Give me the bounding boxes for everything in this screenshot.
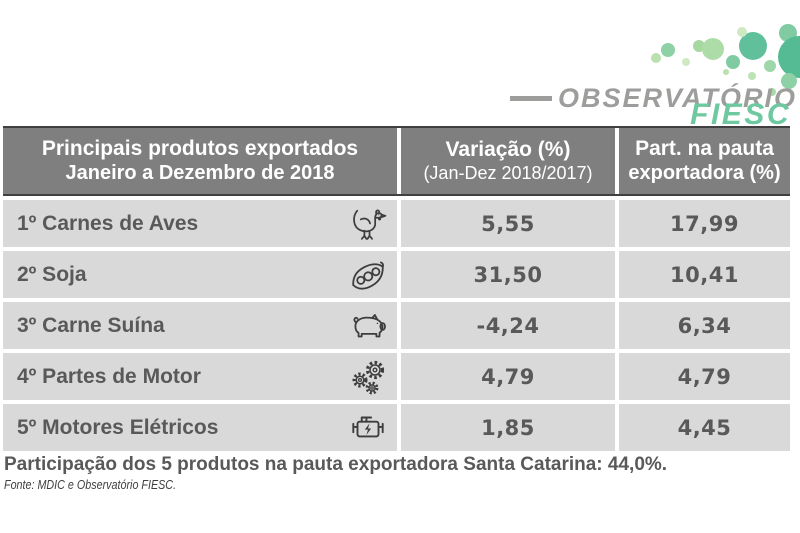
source-text: Fonte: MDIC e Observatório FIESC. <box>4 478 177 492</box>
product-label: 1º Carnes de Aves <box>17 211 199 235</box>
variation-cell: 1,85 <box>401 404 615 451</box>
table-row: 4º Partes de Motor <box>3 353 790 400</box>
share-cell: 10,41 <box>619 251 790 298</box>
electric-motor-icon <box>347 407 389 449</box>
logo-observatorio-text: OBSERVATÓRIO <box>557 83 797 113</box>
header-products-line1: Principais produtos exportados <box>41 136 359 160</box>
product-cell: 2º Soja <box>3 251 397 298</box>
variation-cell: 4,79 <box>401 353 615 400</box>
table-row: 2º Soja 31,50 <box>3 251 790 298</box>
product-cell: 5º Motores Elétricos <box>3 404 397 451</box>
header-share-line2: exportadora (%) <box>628 161 781 184</box>
product-label: 2º Soja <box>17 262 87 286</box>
variation-cell: 31,50 <box>401 251 615 298</box>
product-label: 3º Carne Suína <box>17 313 165 337</box>
soybean-icon <box>347 254 389 296</box>
header-variation-line2: (Jan-Dez 2018/2017) <box>423 162 593 183</box>
variation-cell: -4,24 <box>401 302 615 349</box>
product-cell: 3º Carne Suína <box>3 302 397 349</box>
table-row: 1º Carnes de Aves <box>3 200 790 247</box>
variation-cell: 5,55 <box>401 200 615 247</box>
chicken-icon <box>348 203 389 244</box>
share-cell: 4,45 <box>619 404 790 451</box>
gears-icon <box>349 357 389 397</box>
logo-observatorio: OBSERVATÓRIO <box>509 83 797 114</box>
summary-text: Participação dos 5 produtos na pauta exp… <box>4 454 668 475</box>
share-cell: 17,99 <box>619 200 790 247</box>
share-cell: 4,79 <box>619 353 790 400</box>
table-body: 1º Carnes de Aves <box>3 200 790 451</box>
header-share: Part. na pauta exportadora (%) <box>619 128 790 194</box>
share-cell: 6,34 <box>619 302 790 349</box>
header-variation: Variação (%) (Jan-Dez 2018/2017) <box>401 128 615 194</box>
product-cell: 1º Carnes de Aves <box>3 200 397 247</box>
logo-fiesc-text: FIESC <box>690 98 791 131</box>
product-label: 5º Motores Elétricos <box>17 415 219 439</box>
header-share-line1: Part. na pauta <box>635 136 774 160</box>
product-cell: 4º Partes de Motor <box>3 353 397 400</box>
table-row: 3º Carne Suína -4,24 6,34 <box>3 302 790 349</box>
header-variation-line1: Variação (%) <box>445 138 571 161</box>
header-products: Principais produtos exportados Janeiro a… <box>3 128 397 194</box>
header-products-line2: Janeiro a Dezembro de 2018 <box>65 161 335 184</box>
pig-icon <box>347 305 389 347</box>
logo-dots-icon <box>651 24 800 96</box>
table-row: 5º Motores Elétricos 1,85 4,45 <box>3 404 790 451</box>
table-header: Principais produtos exportados Janeiro a… <box>3 126 790 196</box>
product-label: 4º Partes de Motor <box>17 364 201 388</box>
logo-dash <box>509 96 552 101</box>
export-products-table: Principais produtos exportados Janeiro a… <box>3 126 790 451</box>
